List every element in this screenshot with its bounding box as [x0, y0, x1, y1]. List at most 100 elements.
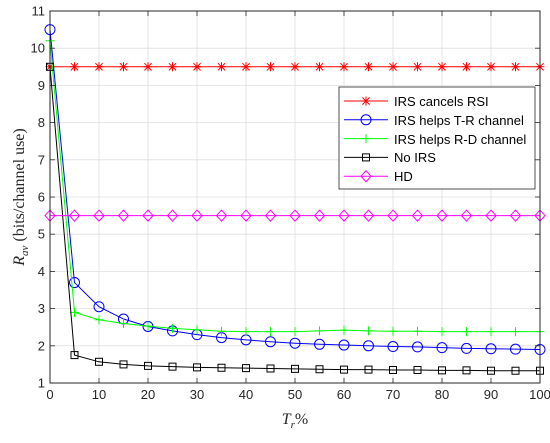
- data-point-irs-cancels-rsi: [413, 62, 422, 72]
- y-tick-label: 10: [31, 41, 45, 56]
- y-tick-label: 7: [38, 152, 45, 167]
- data-point-irs-helps-t-r-channel: [363, 340, 374, 352]
- data-point-irs-helps-r-d-channel: [364, 326, 373, 336]
- data-point-no-irs: [217, 363, 226, 372]
- data-point-irs-helps-r-d-channel: [315, 326, 324, 336]
- x-tick-label: 70: [386, 387, 400, 402]
- data-point-irs-helps-r-d-channel: [168, 323, 177, 333]
- y-tick-label: 2: [38, 338, 45, 353]
- x-axis-title: Tr%: [282, 411, 309, 431]
- data-point-no-irs: [95, 357, 103, 366]
- series-layer: [44, 24, 546, 375]
- series-line-no-irs: [49, 66, 540, 372]
- data-point-hd: [411, 209, 424, 222]
- data-point-hd: [264, 209, 277, 222]
- data-point-irs-helps-r-d-channel: [388, 326, 398, 336]
- data-point-no-irs: [315, 365, 324, 374]
- legend-label-irs-helps-t-r: IRS helps T-R channel: [394, 113, 524, 128]
- data-point-no-irs: [438, 366, 446, 375]
- x-tick-label: 30: [190, 387, 204, 402]
- data-point-irs-helps-r-d-channel: [266, 327, 275, 337]
- data-point-irs-helps-r-d-channel: [143, 321, 153, 331]
- data-point-no-irs: [364, 365, 373, 374]
- legend-label-irs-cancels-rsi: IRS cancels RSI: [394, 94, 489, 109]
- data-point-irs-cancels-rsi: [192, 62, 202, 72]
- data-point-no-irs: [487, 366, 495, 375]
- legend-label-hd: HD: [394, 169, 413, 184]
- data-point-hd: [289, 209, 301, 222]
- data-point-hd: [166, 209, 179, 222]
- data-point-irs-cancels-rsi: [94, 62, 104, 72]
- data-point-hd: [240, 209, 252, 222]
- data-point-no-irs: [266, 364, 275, 373]
- data-point-hd: [313, 209, 326, 222]
- legend-marker-no-irs: [362, 153, 370, 162]
- data-point-no-irs: [340, 365, 348, 374]
- data-point-hd: [509, 209, 522, 222]
- legend-marker-irs-helps-r-d-channel: [361, 134, 371, 144]
- y-tick-label: 5: [38, 227, 45, 242]
- x-tick-label: 100: [529, 387, 550, 402]
- data-point-hd: [215, 209, 228, 222]
- data-point-no-irs: [119, 360, 128, 369]
- data-point-irs-helps-r-d-channel: [486, 327, 496, 337]
- series-line-irs-helps-t-r-channel: [49, 29, 541, 351]
- data-point-no-irs: [70, 351, 79, 360]
- data-point-irs-helps-r-d-channel: [119, 318, 128, 328]
- data-point-irs-helps-t-r-channel: [314, 338, 325, 350]
- data-point-irs-cancels-rsi: [168, 62, 177, 72]
- legend-marker-irs-cancels-rsi: [361, 96, 371, 106]
- data-point-no-irs: [291, 364, 299, 373]
- x-tick-label: 50: [288, 387, 302, 402]
- y-tick-label: 9: [38, 78, 45, 93]
- y-axis-title: Rav (bits/channel use): [11, 128, 31, 266]
- y-tick-label: 8: [38, 115, 45, 130]
- y-tick-label: 4: [38, 264, 45, 279]
- data-point-no-irs: [193, 363, 201, 372]
- x-tick-label: 60: [337, 387, 351, 402]
- data-point-hd: [436, 209, 448, 222]
- data-point-no-irs: [511, 366, 520, 375]
- data-point-irs-helps-t-r-channel: [485, 343, 497, 355]
- data-point-irs-helps-t-r-channel: [412, 341, 423, 353]
- data-point-irs-cancels-rsi: [290, 62, 300, 72]
- legend-label-irs-helps-r-d: IRS helps R-D channel: [394, 132, 526, 147]
- y-tick-label: 1: [38, 376, 45, 391]
- data-point-no-irs: [242, 364, 250, 373]
- data-point-irs-helps-r-d-channel: [217, 326, 226, 336]
- x-tick-label: 20: [141, 387, 155, 402]
- data-point-irs-helps-r-d-channel: [462, 327, 471, 337]
- data-point-irs-helps-r-d-channel: [241, 327, 251, 337]
- legend-marker-hd: [360, 169, 372, 183]
- data-point-irs-cancels-rsi: [143, 62, 153, 72]
- data-point-irs-helps-r-d-channel: [511, 327, 520, 337]
- data-point-irs-helps-r-d-channel: [437, 327, 447, 337]
- data-point-hd: [338, 209, 350, 222]
- data-point-irs-cancels-rsi: [70, 62, 79, 72]
- legend-samples: [344, 96, 388, 183]
- data-point-irs-cancels-rsi: [315, 62, 324, 72]
- data-point-irs-helps-t-r-channel: [69, 277, 80, 289]
- legend-marker-irs-helps-t-r-channel: [360, 114, 372, 126]
- data-point-hd: [68, 209, 81, 222]
- data-point-no-irs: [168, 362, 177, 371]
- legend: IRS cancels RSI IRS helps T-R channel IR…: [338, 86, 536, 190]
- data-point-hd: [191, 209, 203, 222]
- data-point-irs-cancels-rsi: [241, 62, 251, 72]
- x-tick-label: 80: [435, 387, 449, 402]
- x-tick-label: 10: [92, 387, 106, 402]
- data-point-irs-helps-t-r-channel: [510, 343, 521, 355]
- data-point-irs-helps-t-r-channel: [289, 337, 301, 349]
- data-point-no-irs: [462, 366, 471, 375]
- data-point-irs-cancels-rsi: [119, 62, 128, 72]
- data-point-hd: [93, 209, 105, 222]
- data-point-hd: [485, 209, 497, 222]
- data-point-irs-helps-t-r-channel: [338, 339, 350, 351]
- data-point-irs-cancels-rsi: [364, 62, 373, 72]
- legend-box: [338, 86, 536, 190]
- data-point-hd: [117, 209, 130, 222]
- x-tick-label: 0: [46, 387, 53, 402]
- y-tick-label: 11: [32, 4, 46, 19]
